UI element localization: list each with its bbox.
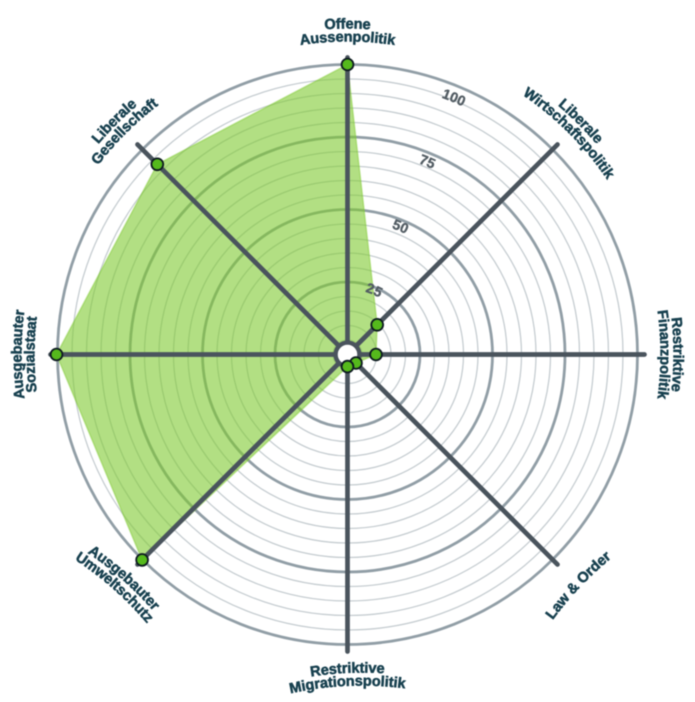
svg-text:75: 75 xyxy=(417,151,438,172)
svg-text:Aussenpolitik: Aussenpolitik xyxy=(299,29,397,49)
svg-text:25: 25 xyxy=(364,279,385,300)
svg-text:Ausgebauter: Ausgebauter xyxy=(9,309,28,400)
svg-text:Sozialstaat: Sozialstaat xyxy=(22,315,40,393)
svg-text:50: 50 xyxy=(390,216,411,237)
svg-text:Finanzpolitik: Finanzpolitik xyxy=(653,309,672,401)
